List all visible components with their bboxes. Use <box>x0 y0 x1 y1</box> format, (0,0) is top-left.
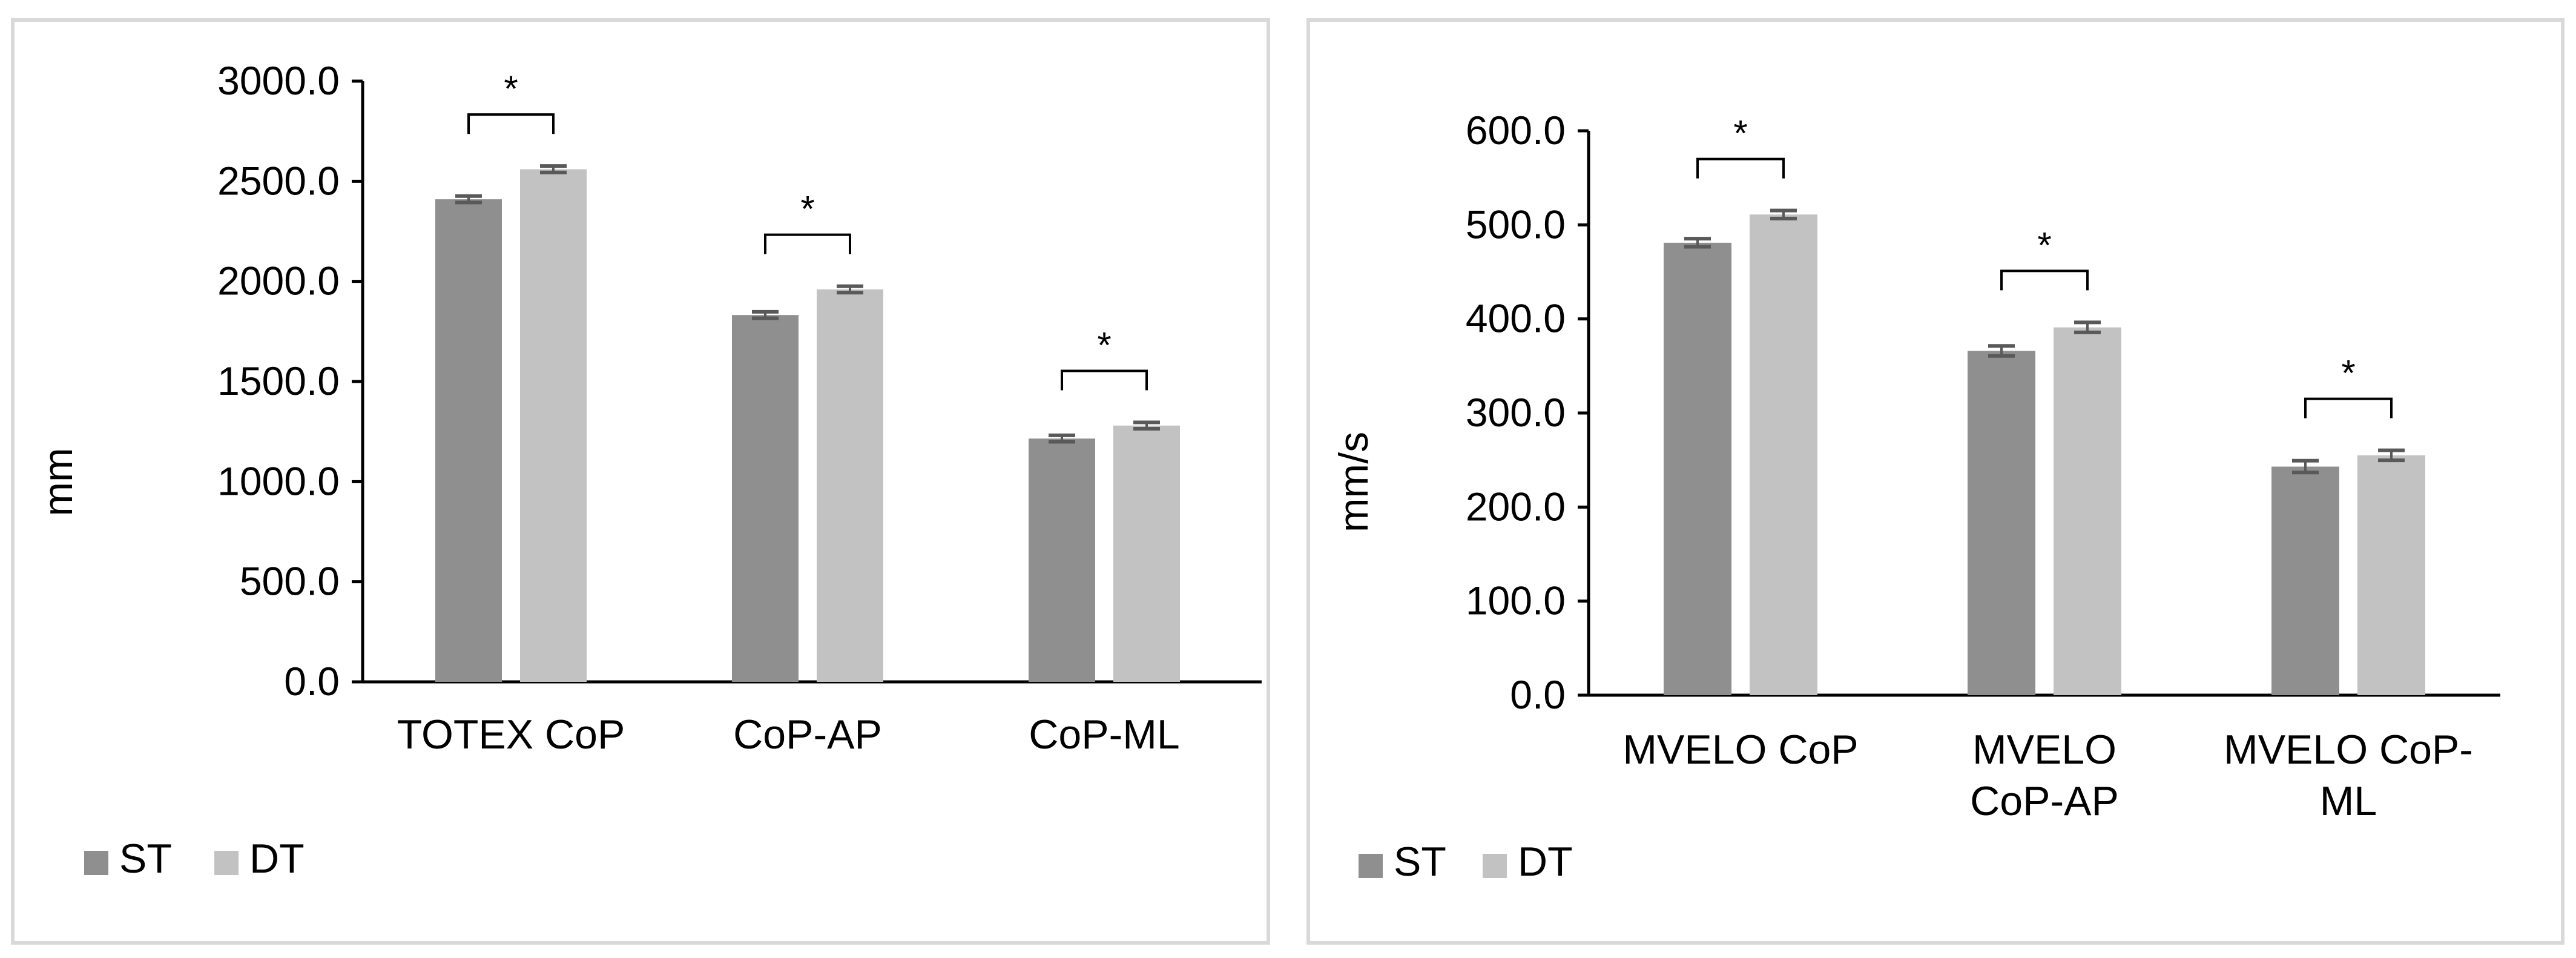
significance-star: * <box>504 68 518 109</box>
significance-bracket <box>1696 157 1785 179</box>
significance-star: * <box>800 189 814 230</box>
bar-st-2 <box>1029 438 1095 682</box>
significance-bracket <box>467 113 555 134</box>
legend-label-st: ST <box>1394 839 1446 885</box>
bar-st-2 <box>2271 466 2339 695</box>
y-tick-label: 400.0 <box>1466 296 1566 341</box>
bar-st-0 <box>435 199 502 682</box>
bar-st-0 <box>1664 242 1731 695</box>
legend-label-st: ST <box>119 836 172 882</box>
x-category-label: CoP-AP <box>733 712 882 758</box>
bar-dt-1 <box>2054 327 2121 695</box>
legend-swatch-st <box>84 851 108 875</box>
y-tick-label: 2500.0 <box>217 158 340 203</box>
y-tick-label: 0.0 <box>1510 672 1566 717</box>
bar-st-1 <box>1968 351 2035 695</box>
legend-label-dt: DT <box>1518 839 1573 885</box>
bar-st-1 <box>732 315 799 682</box>
legend-swatch-st <box>1359 854 1383 878</box>
chart-panel-right: 0.0 100.0 200.0 300.0 400.0 500.0 600.0 mm/s * MV… <box>1306 18 2564 945</box>
significance-star: * <box>2341 353 2355 394</box>
bar-dt-2 <box>2357 455 2425 695</box>
x-category-label: MVELO <box>1972 727 2116 773</box>
y-tick-label: 1500.0 <box>217 358 340 403</box>
x-category-label: CoP-AP <box>1970 778 2119 824</box>
bar-dt-0 <box>520 169 587 682</box>
y-axis-title: mm <box>35 448 81 516</box>
y-tick-label: 2000.0 <box>217 259 340 303</box>
y-tick-label: 0.0 <box>284 659 340 704</box>
y-tick-label: 1000.0 <box>217 458 340 503</box>
x-category-label: TOTEX CoP <box>397 712 625 758</box>
bar-dt-0 <box>1750 214 1817 695</box>
y-tick-label: 500.0 <box>1466 202 1566 246</box>
y-tick-label: 100.0 <box>1466 578 1566 623</box>
x-category-label: ML <box>2320 778 2377 824</box>
significance-star: * <box>1097 325 1111 365</box>
significance-star: * <box>2037 225 2051 265</box>
y-tick-label: 500.0 <box>240 559 340 604</box>
x-category-label: CoP-ML <box>1029 712 1179 758</box>
y-tick-label: 3000.0 <box>217 58 340 103</box>
significance-bracket <box>2000 269 2089 291</box>
chart-panel-left: 0.0 500.0 1000.0 1500.0 2000.0 2500.0 3000.0 mm… <box>11 18 1270 945</box>
x-category-label: MVELO CoP- <box>2224 727 2473 773</box>
significance-star: * <box>1733 113 1747 154</box>
chart-0-svg: 0.0 500.0 1000.0 1500.0 2000.0 2500.0 3000.0 mm… <box>35 58 1262 882</box>
legend-label-dt: DT <box>249 836 305 882</box>
x-category-label: MVELO CoP <box>1622 727 1858 773</box>
legend-swatch-dt <box>1483 854 1507 878</box>
significance-bracket <box>2304 397 2393 418</box>
bar-dt-1 <box>817 289 883 682</box>
y-tick-label: 600.0 <box>1466 108 1566 153</box>
y-tick-label: 200.0 <box>1466 484 1566 529</box>
chart-1-svg: 0.0 100.0 200.0 300.0 400.0 500.0 600.0 mm/s * MV… <box>1331 108 2500 885</box>
y-tick-label: 300.0 <box>1466 390 1566 435</box>
y-axis-title: mm/s <box>1331 432 1377 532</box>
significance-bracket <box>1061 369 1148 391</box>
significance-bracket <box>764 233 851 254</box>
legend-swatch-dt <box>214 851 239 875</box>
bar-dt-2 <box>1113 425 1180 682</box>
